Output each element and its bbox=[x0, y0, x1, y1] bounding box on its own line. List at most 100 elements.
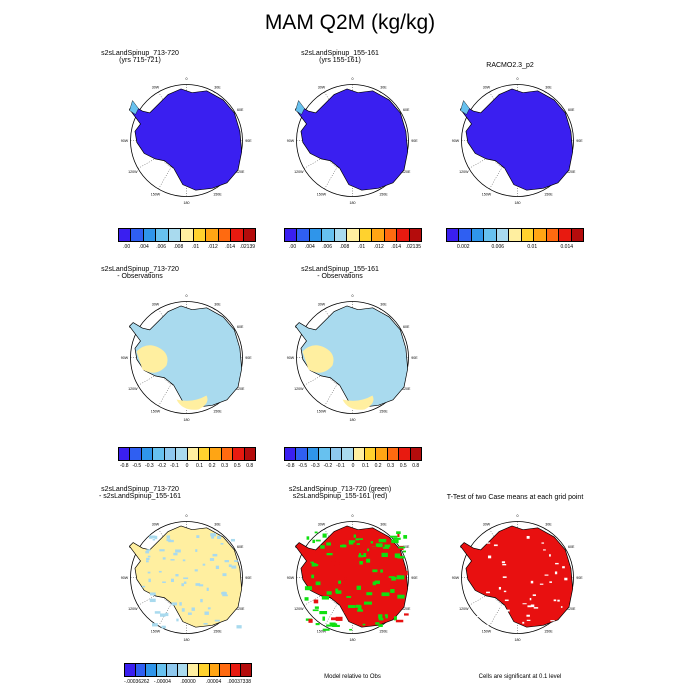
longitude-label: 90E bbox=[245, 576, 252, 580]
difference-cell bbox=[149, 592, 156, 596]
sign-cell bbox=[326, 552, 333, 556]
nonsignificant-cell bbox=[532, 594, 536, 597]
nonsignificant-cell bbox=[522, 603, 527, 605]
difference-cell bbox=[183, 577, 189, 580]
sign-cell bbox=[358, 539, 366, 543]
colorbar-swatch bbox=[218, 229, 232, 241]
longitude-label: 60E bbox=[237, 545, 244, 549]
colorbar-swatch bbox=[177, 664, 189, 676]
longitude-label: 120E bbox=[402, 607, 411, 611]
sign-cell bbox=[366, 558, 371, 563]
difference-cell bbox=[230, 538, 235, 542]
colorbar-swatch bbox=[471, 229, 485, 241]
colorbar-tick-label: 0.1 bbox=[362, 463, 370, 469]
longitude-label: 150W bbox=[482, 630, 492, 634]
nonsignificant-cell bbox=[549, 554, 551, 557]
difference-cell bbox=[154, 535, 158, 540]
sign-cell bbox=[384, 614, 388, 619]
nonsignificant-cell bbox=[530, 580, 534, 584]
longitude-label: 30W bbox=[318, 85, 326, 89]
colorbar-tick-label: .012 bbox=[374, 244, 384, 250]
colorbar-2 bbox=[284, 228, 422, 242]
sign-cell bbox=[375, 543, 383, 548]
sign-cell bbox=[374, 580, 380, 584]
antarctica-fill bbox=[294, 88, 409, 191]
sign-cell bbox=[353, 542, 360, 546]
longitude-label: 30W bbox=[483, 85, 491, 89]
colorbar-swatch bbox=[168, 229, 182, 241]
longitude-label: 90W bbox=[452, 139, 460, 143]
panel-7-title: s2sLandSpinup_713-720 (green) s2sLandSpin… bbox=[288, 486, 392, 500]
panel-8-title: T-Test of two Case means at each grid po… bbox=[446, 494, 584, 501]
longitude-label: 180 bbox=[350, 201, 356, 205]
nonsignificant-cell bbox=[543, 549, 546, 551]
longitude-label: 120W bbox=[128, 387, 138, 391]
colorbar-tick-label: 0.1 bbox=[196, 463, 204, 469]
sign-cell bbox=[401, 570, 408, 576]
colorbar-swatch bbox=[521, 229, 535, 241]
difference-cell bbox=[149, 535, 153, 539]
colorbar-tick-label: 0.002 bbox=[456, 244, 470, 250]
sign-cell bbox=[305, 554, 314, 559]
longitude-label: 180 bbox=[515, 201, 521, 205]
difference-cell bbox=[181, 608, 185, 612]
sign-cell bbox=[393, 537, 401, 540]
colorbar-tick-label: .00 bbox=[289, 244, 297, 250]
difference-cell bbox=[198, 584, 204, 587]
colorbar-swatch bbox=[209, 664, 221, 676]
colorbar-swatch bbox=[409, 229, 421, 241]
longitude-label: 180 bbox=[184, 418, 190, 422]
colorbar-tick-label: 0.014 bbox=[560, 244, 574, 250]
longitude-label: 90W bbox=[287, 576, 295, 580]
longitude-label: 90W bbox=[121, 139, 129, 143]
difference-cell bbox=[162, 557, 166, 560]
nonsignificant-cell bbox=[498, 586, 502, 590]
difference-cell bbox=[209, 558, 215, 561]
nonsignificant-cell bbox=[527, 605, 532, 608]
longitude-label: 120W bbox=[128, 607, 138, 611]
difference-cell bbox=[146, 549, 151, 552]
colorbar-2-ticks: .00 .004 .006 .008 .01 .012 .014 .02135 bbox=[284, 244, 422, 252]
sign-cell bbox=[397, 594, 405, 599]
difference-cell bbox=[146, 557, 150, 561]
longitude-label: 0 bbox=[186, 514, 188, 518]
difference-cell bbox=[170, 559, 175, 561]
panel-1-title: s2sLandSpinup_713-720 (yrs 715-721) bbox=[101, 50, 179, 64]
nonsignificant-cell bbox=[544, 574, 549, 576]
nonsignificant-cell bbox=[485, 624, 489, 628]
longitude-label: 150W bbox=[151, 193, 161, 197]
sign-cell bbox=[312, 539, 315, 544]
colorbar-swatch bbox=[410, 448, 422, 460]
sign-cell bbox=[311, 562, 317, 567]
colorbar-swatch bbox=[187, 448, 199, 460]
map-panel-4: 030E60E90E120E150E180150W120W90W60W30W bbox=[121, 294, 252, 422]
nonsignificant-cell bbox=[505, 609, 510, 612]
difference-cell bbox=[147, 555, 151, 558]
difference-cell bbox=[194, 569, 198, 572]
longitude-label: 120W bbox=[294, 170, 304, 174]
sign-cell bbox=[304, 586, 313, 591]
difference-cell bbox=[145, 550, 150, 554]
longitude-label: 90E bbox=[245, 139, 252, 143]
colorbar-tick-label: -0.3 bbox=[145, 463, 154, 469]
longitude-label: 90E bbox=[245, 356, 252, 360]
difference-cell bbox=[181, 583, 185, 587]
sign-cell bbox=[315, 539, 321, 542]
colorbar-swatch bbox=[233, 448, 245, 460]
colorbar-tick-label: 0.3 bbox=[387, 463, 395, 469]
sign-cell bbox=[311, 574, 315, 579]
colorbar-swatch bbox=[285, 448, 297, 460]
colorbar-tick-label: .004 bbox=[305, 244, 315, 250]
colorbar-1 bbox=[118, 228, 256, 242]
panel-5-title: s2sLandSpinup_155-161- Observations bbox=[301, 266, 379, 280]
nonsignificant-cell bbox=[487, 555, 492, 559]
difference-cell bbox=[220, 542, 224, 545]
longitude-label: 120E bbox=[402, 170, 411, 174]
longitude-label: 30W bbox=[318, 302, 326, 306]
longitude-label: 30E bbox=[214, 302, 221, 306]
colorbar-swatch bbox=[131, 229, 144, 241]
colorbar-swatch bbox=[559, 229, 572, 241]
antarctica-fill bbox=[294, 305, 409, 408]
difference-cell bbox=[166, 535, 171, 539]
